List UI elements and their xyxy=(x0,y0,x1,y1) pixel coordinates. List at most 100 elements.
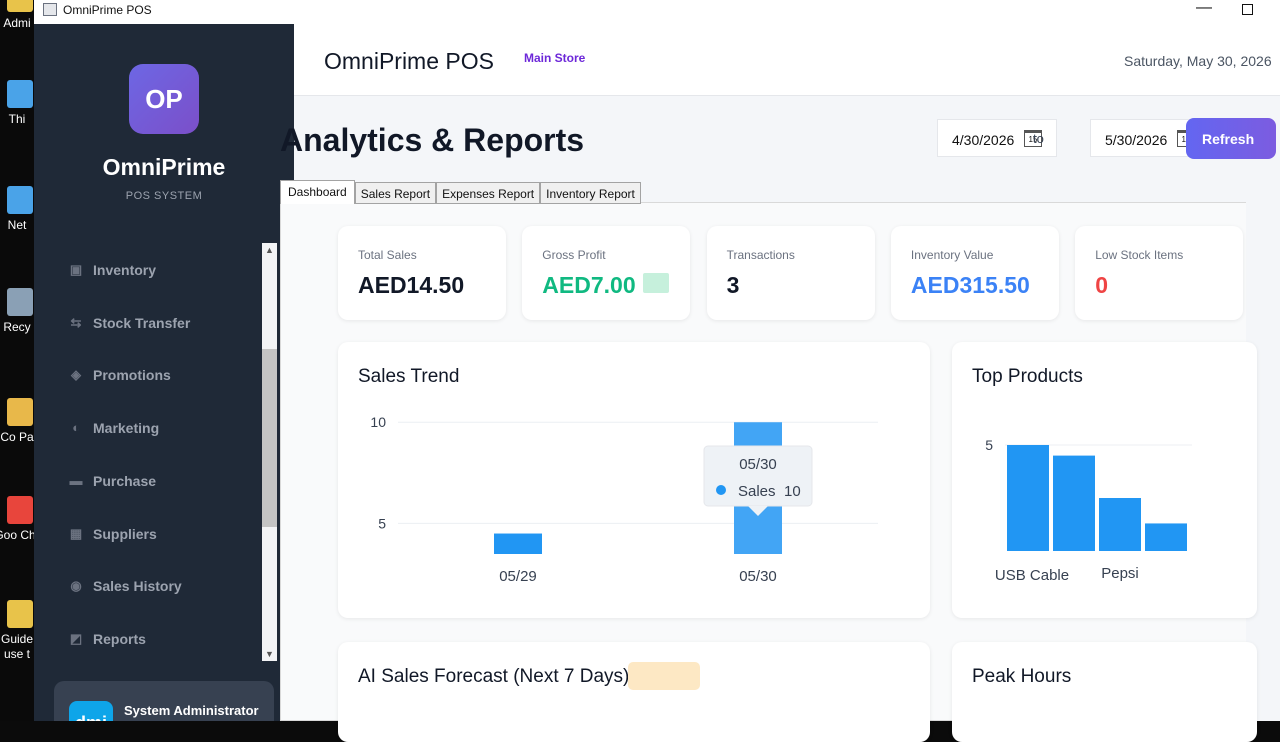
bar[interactable] xyxy=(1007,445,1049,551)
desktop-shortcut-label: Admi xyxy=(3,16,31,30)
minimize-icon[interactable]: — xyxy=(1196,0,1212,16)
bar[interactable] xyxy=(1099,498,1141,551)
page-title: Analytics & Reports xyxy=(280,122,585,158)
sales-trend-chart: 5 10 05/29 05/30 05/30 Sales 10 xyxy=(370,414,878,585)
user-card[interactable]: dmi System Administrator xyxy=(54,681,274,721)
sidebar-item-label: Stock Transfer xyxy=(93,314,191,331)
sales-trend-title: Sales Trend xyxy=(358,366,460,387)
date-from-value: 4/30/2026 xyxy=(952,132,1015,148)
kpi-label: Low Stock Items xyxy=(1095,248,1184,262)
bar[interactable] xyxy=(494,533,542,554)
desktop-shortcut[interactable]: Co Pa xyxy=(0,398,34,445)
x-tick-label: 05/29 xyxy=(499,568,537,585)
tab-inventory-report[interactable]: Inventory Report xyxy=(540,182,641,204)
sidebar-scrollbar[interactable]: ▲ ▼ xyxy=(262,243,277,661)
date-to-value: 5/30/2026 xyxy=(1105,132,1168,148)
sidebar-item-stock-transfer[interactable]: ⇆ Stock Transfer xyxy=(54,303,264,343)
kpi-card-transactions: Transactions 3 xyxy=(706,226,875,320)
sidebar-item-label: Promotions xyxy=(93,367,171,384)
sidebar-item-label: Marketing xyxy=(93,420,160,437)
forecast-card: AI Sales Forecast (Next 7 Days) xyxy=(338,642,930,742)
building-icon: ▦ xyxy=(69,525,83,541)
kpi-card-inventory-value: Inventory Value AED315.50 xyxy=(890,226,1059,320)
brand-name: OmniPrime xyxy=(102,154,226,180)
kpi-label: Gross Profit xyxy=(542,248,606,262)
kpi-label: Inventory Value xyxy=(910,248,994,262)
tab-dashboard[interactable]: Dashboard xyxy=(280,180,355,204)
kpi-value: AED7.00 xyxy=(542,272,636,298)
sidebar-item-sales-history[interactable]: ◉ Sales History xyxy=(54,566,264,606)
sidebar-item-reports[interactable]: ◩ Reports xyxy=(54,619,264,659)
x-tick-label: 05/30 xyxy=(739,568,777,585)
inventory-icon: ▣ xyxy=(69,262,83,277)
tab-expenses-report[interactable]: Expenses Report xyxy=(436,182,541,204)
sidebar-nav: ▣ Inventory ⇆ Stock Transfer ◈ Promotions ◐ Mar… xyxy=(54,242,264,662)
sidebar-item-marketing[interactable]: ◐ Marketing xyxy=(54,408,264,448)
window-title: OmniPrime POS xyxy=(63,3,152,17)
kpi-value: AED14.50 xyxy=(358,272,465,298)
recycle-bin-icon xyxy=(7,288,33,316)
sidebar-item-label: Purchase xyxy=(93,472,157,489)
tooltip-category: 05/30 xyxy=(739,456,777,473)
forecast-title: AI Sales Forecast (Next 7 Days) xyxy=(358,666,630,687)
date-from-field[interactable]: 4/30/2026 15 xyxy=(937,119,1057,157)
tooltip-series-name: Sales xyxy=(738,483,776,500)
this-pc-icon xyxy=(7,80,33,108)
desktop-shortcut[interactable]: Goo Chr xyxy=(0,496,34,543)
bar[interactable] xyxy=(1145,523,1187,551)
kpi-label: Transactions xyxy=(726,248,795,262)
sidebar-item-suppliers[interactable]: ▦ Suppliers xyxy=(54,514,264,554)
kpi-card-gross-profit: Gross Profit AED7.00 xyxy=(522,226,691,320)
peak-hours-title: Peak Hours xyxy=(972,666,1072,687)
y-tick-label: 5 xyxy=(985,437,993,453)
profit-indicator xyxy=(643,273,670,293)
scroll-down-icon[interactable]: ▼ xyxy=(265,649,274,659)
sales-trend-card: Sales Trend 5 10 05/29 05/30 05/30 Sales 10 xyxy=(338,342,930,618)
calendar-icon[interactable]: 15 xyxy=(1024,130,1042,147)
tab-sales-report[interactable]: Sales Report xyxy=(354,182,437,204)
store-badge[interactable]: Main Store xyxy=(524,51,586,65)
app-icon xyxy=(43,3,57,16)
bar[interactable] xyxy=(1053,455,1095,551)
sidebar-item-inventory[interactable]: ▣ Inventory xyxy=(54,250,264,290)
peak-hours-card: Peak Hours xyxy=(952,642,1257,742)
avatar: dmi xyxy=(69,701,113,721)
chart-icon: ◩ xyxy=(69,630,83,646)
tooltip-pointer xyxy=(748,506,768,516)
desktop-shortcut-label: Co Pa xyxy=(0,430,34,444)
network-icon xyxy=(7,186,33,214)
desktop-shortcut-label: Thi xyxy=(8,112,26,126)
chrome-icon xyxy=(7,496,33,524)
kpi-value: 3 xyxy=(726,272,740,298)
tooltip-series-dot xyxy=(716,485,726,495)
y-tick-label: 10 xyxy=(370,414,386,430)
scroll-up-icon[interactable]: ▲ xyxy=(265,245,274,255)
title-bar: OmniPrime POS — xyxy=(34,0,1280,24)
report-tabs: Dashboard Sales Report Expenses Report I… xyxy=(280,180,641,204)
sidebar-item-purchase[interactable]: ▬ Purchase xyxy=(54,461,264,501)
transfer-icon: ⇆ xyxy=(70,314,82,330)
user-name: System Administrator xyxy=(124,703,259,718)
kpi-card-total-sales: Total Sales AED14.50 xyxy=(338,226,506,320)
sidebar-item-label: Reports xyxy=(93,630,146,647)
megaphone-icon: ◐ xyxy=(72,420,80,436)
desktop-shortcut[interactable]: Recy xyxy=(0,288,34,335)
desktop-shortcut-label: Net xyxy=(7,218,27,232)
desktop-shortcut[interactable]: Guide use t xyxy=(0,600,34,662)
desktop-shortcut[interactable]: Net xyxy=(0,186,34,233)
refresh-button[interactable]: Refresh xyxy=(1186,118,1276,159)
top-header: OmniPrime POS Main Store Saturday, May 3… xyxy=(294,24,1280,96)
desktop-shortcut[interactable]: Admi xyxy=(0,0,34,31)
kpi-value: 0 xyxy=(1095,272,1108,298)
date-range-to-label: to xyxy=(1033,131,1044,146)
x-tick-label: USB Cable xyxy=(995,567,1069,584)
maximize-icon[interactable] xyxy=(1242,4,1253,15)
sidebar-item-promotions[interactable]: ◈ Promotions xyxy=(54,355,264,395)
forecast-badge xyxy=(628,662,700,690)
desktop-shortcut[interactable]: Thi xyxy=(0,80,34,127)
top-products-title: Top Products xyxy=(972,366,1083,387)
scroll-thumb[interactable] xyxy=(262,349,277,527)
sidebar-item-label: Inventory xyxy=(93,262,157,278)
brand-subtitle: POS SYSTEM xyxy=(125,190,203,202)
kpi-card-low-stock-items: Low Stock Items 0 xyxy=(1075,226,1244,320)
